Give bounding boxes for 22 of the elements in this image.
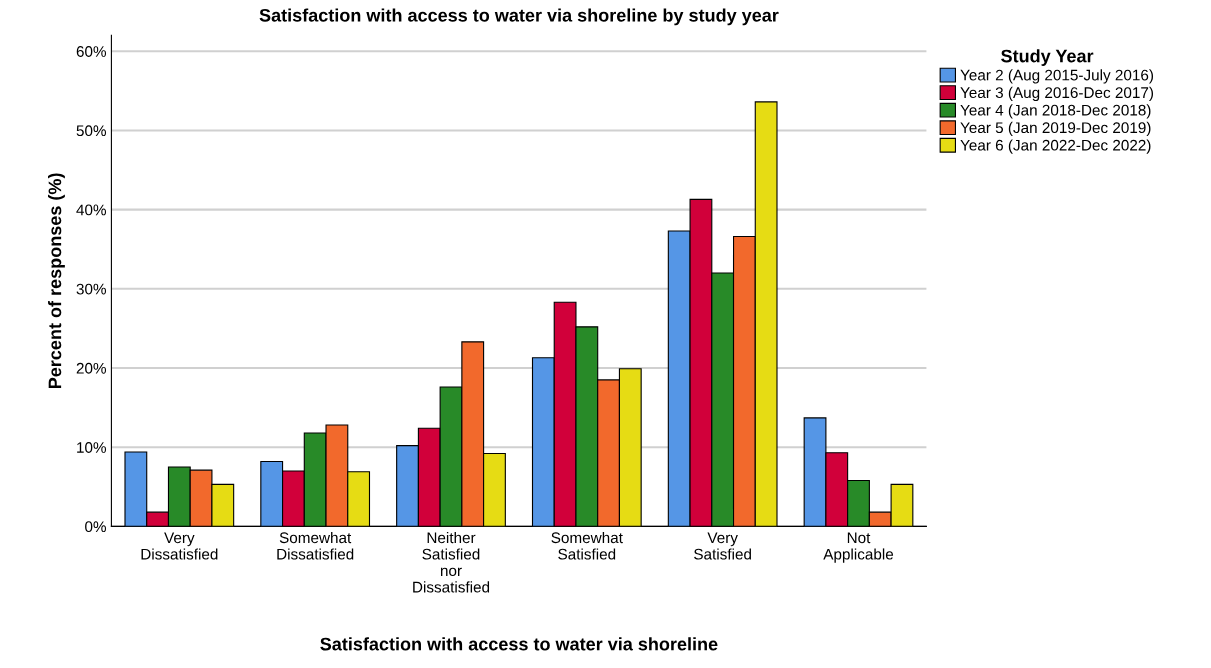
y-tick-label: 60% (76, 46, 107, 57)
y-tick-label: 20% (76, 362, 107, 374)
x-tick-label: Very Dissatisfied (141, 532, 218, 560)
y-axis-title: Percent of responses (%) (48, 173, 65, 389)
y-tick-label: 0% (85, 521, 107, 533)
y-tick-label: 10% (77, 442, 107, 453)
legend-title: Study Year (1001, 49, 1094, 66)
chart-title: Satisfaction with access to water via shoreline by study year (259, 8, 779, 26)
x-axis-title: Satisfaction with access to water via shoreline (320, 637, 718, 651)
x-tick-label: Not Applicable (823, 532, 894, 563)
x-tick-label: Neither Satisfied nor Dissatisfied (413, 531, 490, 593)
legend-label: Year 4 (Jan 2018-Dec 2018) (960, 104, 1151, 119)
y-tick-label: 30% (76, 283, 107, 295)
x-tick-label: Very Satisfied (694, 532, 751, 560)
y-tick-label: 40% (76, 204, 107, 216)
y-tick-label: 50% (76, 125, 107, 137)
legend-label: Year 6 (Jan 2022-Dec 2022) (960, 139, 1151, 154)
x-tick-label: Somewhat Dissatisfied (277, 531, 354, 560)
legend-label: Year 2 (Aug 2015-July 2016) (960, 69, 1154, 84)
legend-label: Year 3 (Aug 2016-Dec 2017) (960, 86, 1154, 102)
x-tick-label: Somewhat Satisfied (551, 531, 623, 560)
legend-label: Year 5 (Jan 2019-Dec 2019) (960, 121, 1151, 137)
